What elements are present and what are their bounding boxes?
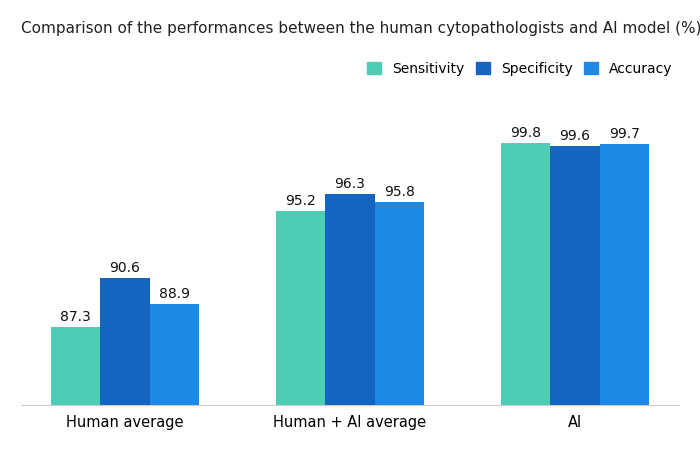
Text: 95.2: 95.2 bbox=[285, 193, 316, 207]
Text: 95.8: 95.8 bbox=[384, 185, 415, 199]
Bar bbox=[150, 304, 199, 451]
Bar bbox=[100, 278, 150, 451]
Bar bbox=[500, 143, 550, 451]
Text: 99.7: 99.7 bbox=[609, 127, 640, 141]
Text: 99.8: 99.8 bbox=[510, 126, 541, 140]
Text: 90.6: 90.6 bbox=[110, 262, 141, 276]
Text: 96.3: 96.3 bbox=[335, 177, 365, 191]
Bar bbox=[51, 327, 100, 451]
Text: 88.9: 88.9 bbox=[159, 286, 190, 301]
Text: 87.3: 87.3 bbox=[60, 310, 91, 324]
Text: Comparison of the performances between the human cytopathologists and AI model (: Comparison of the performances between t… bbox=[21, 21, 700, 36]
Bar bbox=[326, 194, 374, 451]
Bar bbox=[600, 144, 649, 451]
Bar bbox=[276, 211, 326, 451]
Legend: Sensitivity, Specificity, Accuracy: Sensitivity, Specificity, Accuracy bbox=[368, 62, 672, 76]
Text: 99.6: 99.6 bbox=[559, 129, 591, 143]
Bar bbox=[374, 202, 424, 451]
Bar bbox=[550, 146, 600, 451]
